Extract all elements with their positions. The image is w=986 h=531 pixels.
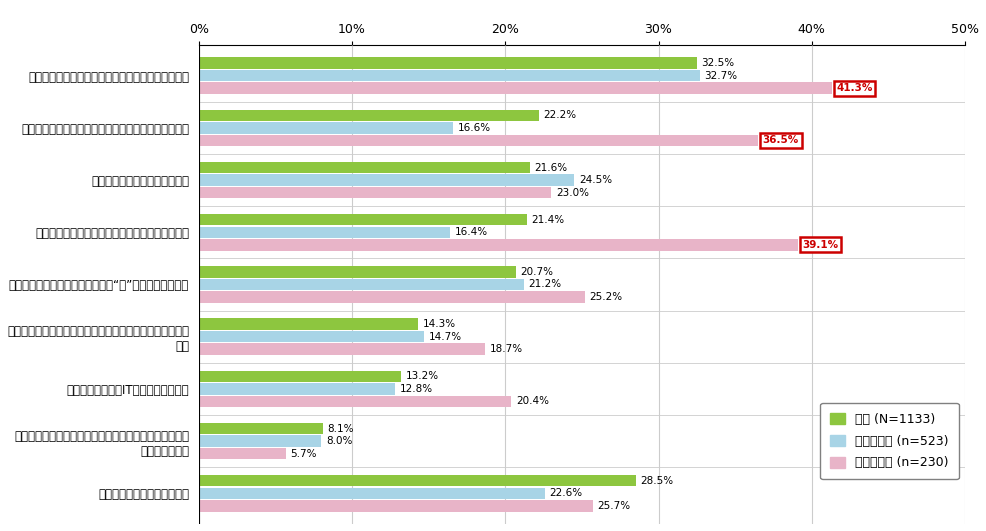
Bar [198,487,545,499]
Text: 28.5%: 28.5% [640,476,673,486]
Bar [198,319,418,330]
Bar [198,292,585,303]
Bar [198,383,394,395]
Text: 14.7%: 14.7% [429,332,461,341]
Text: 22.6%: 22.6% [549,489,583,498]
Bar [198,266,516,278]
Bar [198,187,551,199]
Bar [198,70,700,81]
Bar [198,214,527,226]
Text: 20.7%: 20.7% [521,267,553,277]
Bar [198,227,450,238]
Bar [198,448,286,459]
Bar [198,344,485,355]
Bar [198,135,758,146]
Bar [198,475,636,486]
Text: 22.2%: 22.2% [543,110,577,121]
Bar [198,109,539,121]
Text: 14.3%: 14.3% [422,319,456,329]
Legend: 全体 (N=1133), 働きやすい (n=523), 働きにくい (n=230): 全体 (N=1133), 働きやすい (n=523), 働きにくい (n=230… [820,403,958,479]
Bar [198,500,593,511]
Text: 8.1%: 8.1% [327,424,354,433]
Text: 8.0%: 8.0% [326,436,352,446]
Text: 16.4%: 16.4% [455,227,488,237]
Bar [198,331,424,342]
Text: 32.5%: 32.5% [701,58,735,68]
Text: 36.5%: 36.5% [763,135,799,145]
Text: 16.6%: 16.6% [458,123,491,133]
Text: 12.8%: 12.8% [399,384,433,394]
Bar [198,174,574,186]
Bar [198,396,512,407]
Text: 25.2%: 25.2% [590,292,622,302]
Text: 39.1%: 39.1% [803,240,839,250]
Bar [198,122,454,134]
Bar [198,279,524,290]
Text: 21.4%: 21.4% [531,215,564,225]
Bar [198,57,697,69]
Bar [198,435,321,447]
Text: 18.7%: 18.7% [490,344,523,354]
Bar [198,239,798,251]
Text: 5.7%: 5.7% [291,449,317,459]
Text: 21.2%: 21.2% [528,279,561,289]
Bar [198,82,832,94]
Text: 13.2%: 13.2% [405,371,439,381]
Text: 23.0%: 23.0% [556,187,589,198]
Bar [198,162,529,173]
Bar [198,423,322,434]
Text: 21.6%: 21.6% [534,162,568,173]
Text: 24.5%: 24.5% [579,175,612,185]
Text: 25.7%: 25.7% [598,501,630,511]
Text: 41.3%: 41.3% [836,83,873,93]
Text: 32.7%: 32.7% [704,71,738,81]
Text: 20.4%: 20.4% [516,397,549,406]
Bar [198,371,401,382]
